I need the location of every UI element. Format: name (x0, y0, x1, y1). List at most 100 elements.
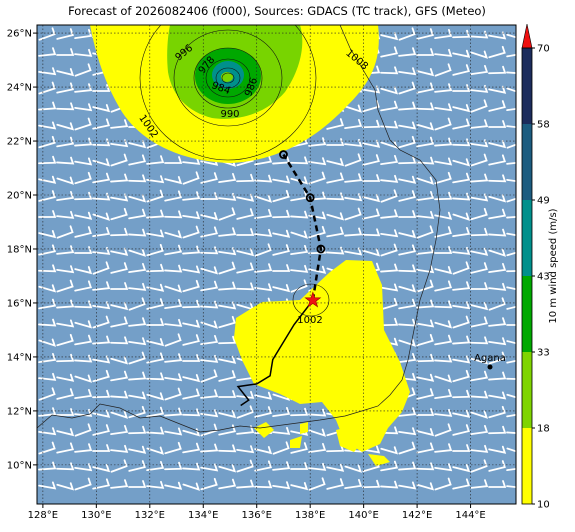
wind-barb (38, 352, 57, 364)
wind-barb (380, 263, 399, 273)
wind-barb (182, 462, 201, 471)
wind-barb (218, 335, 237, 345)
wind-barb (506, 340, 516, 345)
wind-barb (164, 176, 183, 185)
wind-barb (416, 299, 435, 309)
wind-barb (416, 408, 435, 416)
wind-barb (272, 264, 291, 272)
wind-barb (92, 118, 110, 130)
wind-barb (326, 246, 345, 255)
wind-barb (470, 390, 489, 399)
wind-barb (416, 28, 434, 40)
wind-barb (56, 373, 75, 382)
wind-barb (38, 461, 57, 471)
wind-barb (146, 229, 165, 238)
wind-barb (92, 369, 110, 383)
wind-barb (182, 225, 200, 239)
wind-barb (182, 279, 200, 293)
wind-barb (236, 248, 255, 257)
wind-barb (38, 81, 56, 95)
wind-barb (326, 226, 345, 238)
wind-barb (452, 389, 471, 399)
wind-barb (146, 243, 164, 257)
wind-barb (470, 64, 489, 76)
wind-barb (164, 298, 183, 310)
wind-barb (164, 387, 182, 401)
wind-barb (236, 228, 255, 236)
wind-barb (164, 244, 183, 256)
wind-barb (452, 192, 471, 201)
wind-barb (182, 211, 201, 220)
wind-barb (146, 298, 164, 310)
wind-barb (38, 101, 57, 111)
wind-barb (74, 211, 93, 220)
wind-barb (182, 171, 200, 185)
wind-barb (488, 174, 507, 183)
wind-barb (470, 30, 489, 39)
wind-barb (254, 228, 273, 237)
wind-barb (92, 212, 111, 221)
wind-barb (128, 154, 146, 166)
x-tick-label: 138°E (295, 510, 325, 521)
wind-barb (92, 335, 111, 345)
wind-barb (470, 410, 489, 419)
wind-barb (56, 28, 74, 40)
wind-barb (290, 264, 309, 273)
wind-barb (506, 71, 516, 74)
colorbar-segment (522, 352, 532, 428)
wind-barb (128, 282, 147, 291)
wind-barb (74, 320, 93, 329)
wind-barb (200, 477, 218, 491)
wind-barb (398, 264, 417, 273)
wind-barb (164, 407, 183, 417)
wind-barb (434, 408, 453, 417)
wind-barb (128, 248, 147, 257)
x-tick-label: 132°E (135, 510, 165, 521)
wind-barb (452, 172, 471, 184)
wind-barb (92, 424, 110, 436)
contour-label: 1002 (297, 315, 322, 326)
colorbar-segment (522, 200, 532, 276)
x-tick-label: 144°E (455, 510, 485, 521)
wind-barb (146, 338, 165, 347)
wind-barb (398, 27, 416, 41)
wind-barb (92, 192, 111, 201)
wind-barb (164, 353, 183, 363)
wind-barb (470, 227, 489, 237)
wind-barb (56, 68, 75, 77)
wind-barb (110, 424, 129, 436)
wind-barb (254, 263, 273, 273)
wind-barb (272, 461, 291, 471)
wind-barb (416, 210, 435, 219)
wind-barb (488, 480, 507, 488)
wind-barb (452, 29, 471, 39)
wind-barb (74, 63, 92, 77)
wind-barb (38, 338, 57, 347)
y-tick-label: 18°N (7, 244, 32, 255)
wind-barb (38, 318, 57, 327)
wind-barb (38, 407, 57, 417)
wind-barb (38, 427, 57, 436)
wind-barb (146, 175, 165, 184)
wind-barb (398, 481, 417, 490)
wind-barb (56, 122, 75, 131)
wind-barb (254, 154, 273, 166)
wind-barb (380, 140, 399, 149)
wind-barb (326, 212, 345, 221)
wind-barb (164, 210, 183, 219)
wind-barb (398, 175, 417, 184)
wind-barb (470, 370, 489, 382)
wind-barb (362, 139, 381, 148)
wind-barb (218, 261, 236, 275)
wind-barb (56, 136, 75, 148)
wind-barb (452, 281, 471, 291)
wind-barb (434, 117, 452, 131)
wind-barb (470, 247, 489, 256)
wind-barb (470, 282, 489, 290)
wind-barb (200, 334, 219, 346)
x-tick-label: 128°E (28, 510, 58, 521)
wind-barb (218, 301, 237, 310)
wind-barb (110, 207, 128, 221)
x-tick-label: 142°E (402, 510, 432, 521)
